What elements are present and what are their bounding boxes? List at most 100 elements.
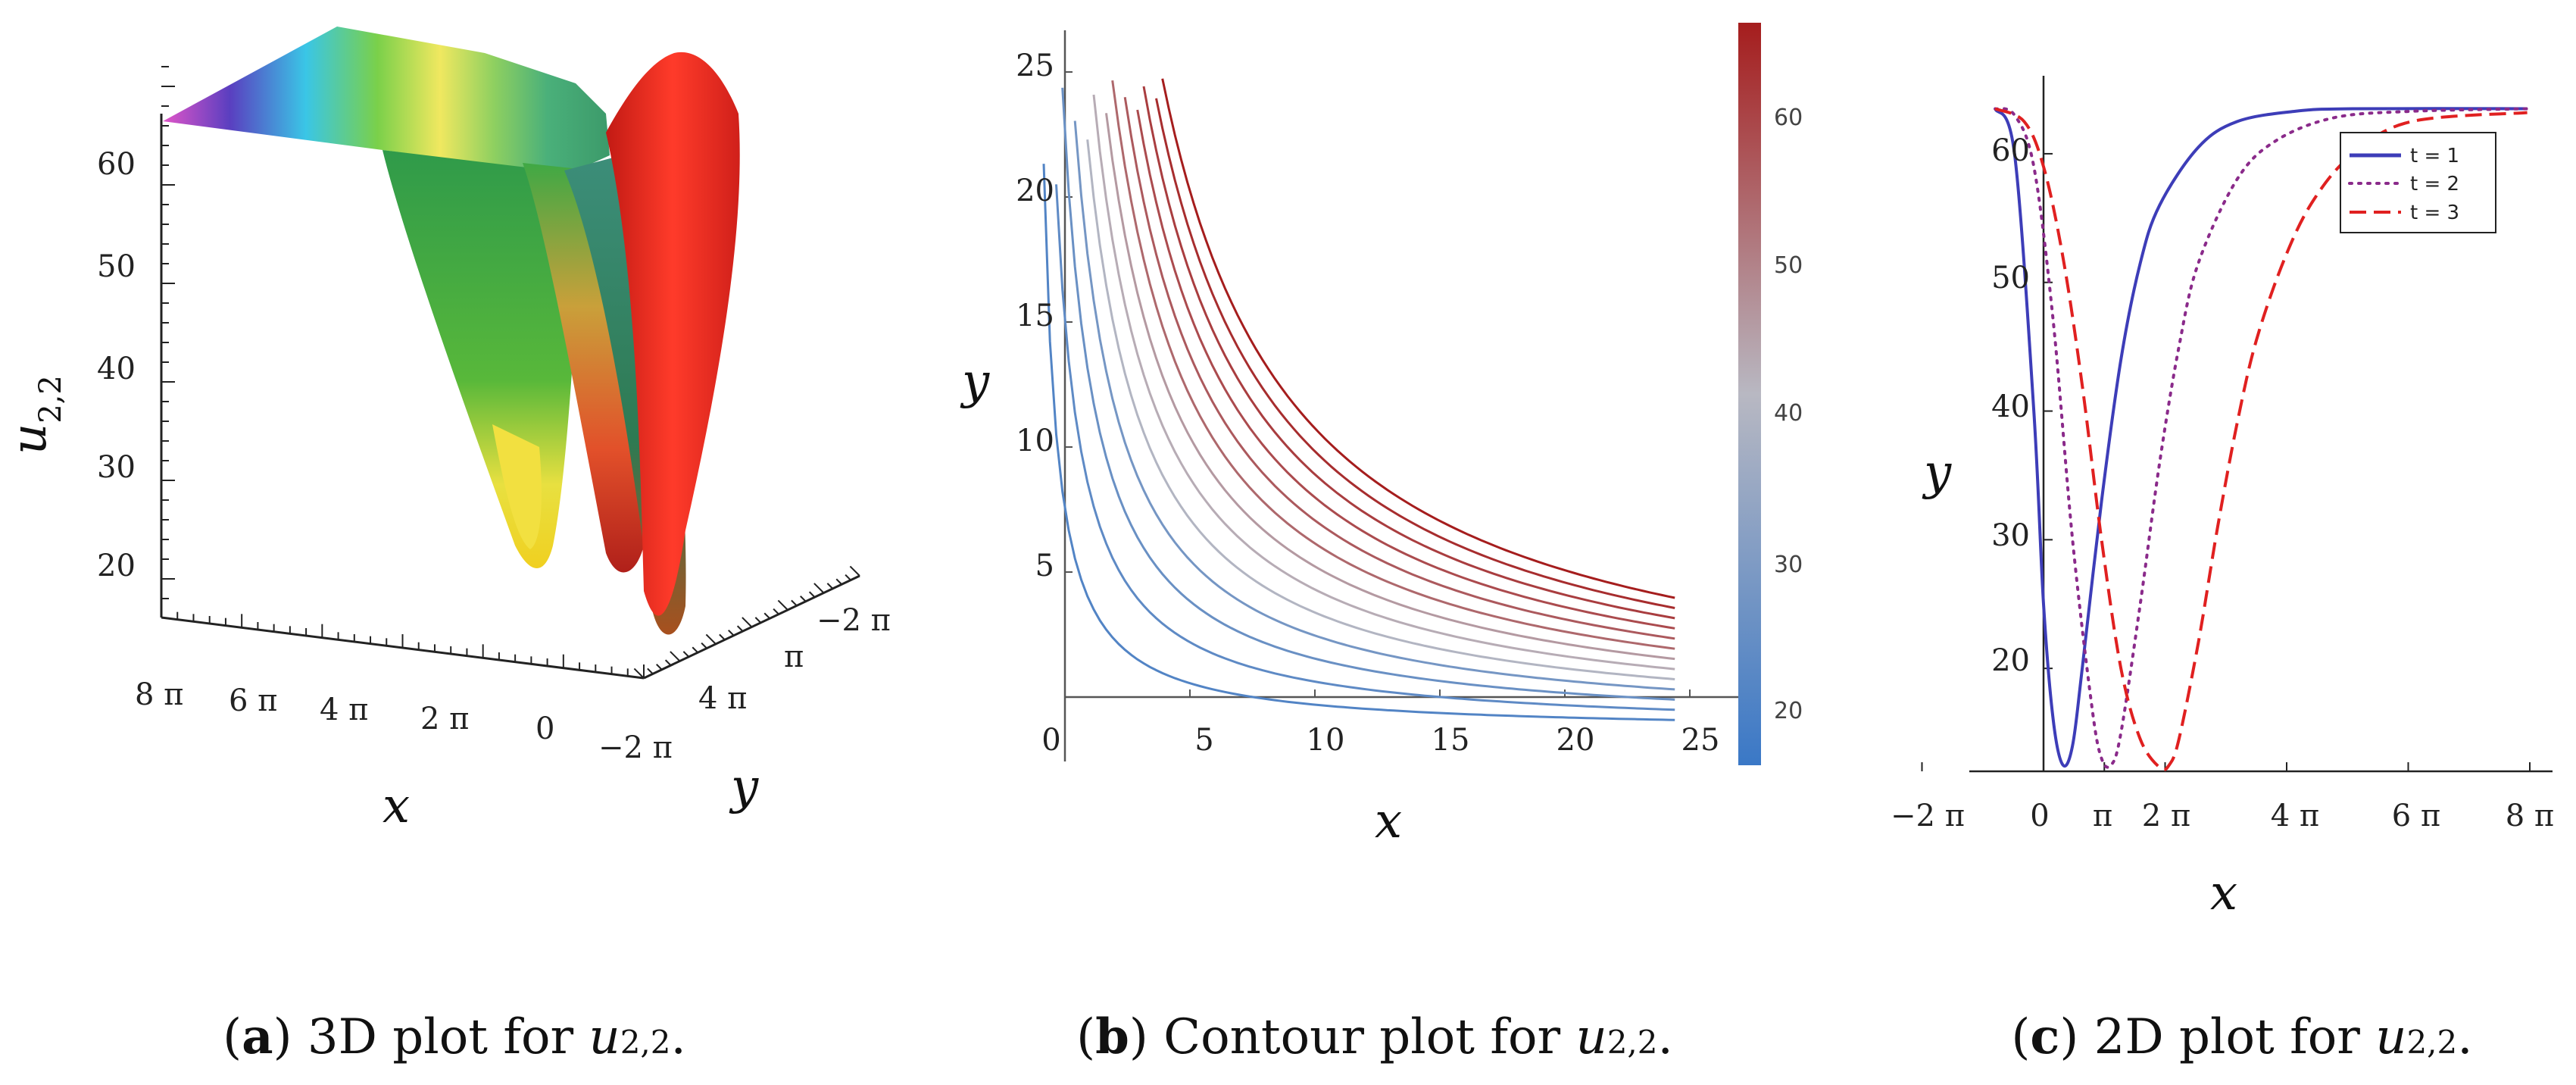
caption-a: (a) 3D plot for u2,2.: [223, 1008, 686, 1065]
series-line-t3: [1994, 107, 2528, 771]
y-tick-labels: −2 π π 4 π: [698, 603, 891, 716]
y-tick-label: 15: [1016, 299, 1054, 333]
contour-line: [1105, 113, 1675, 661]
legend: t = 1 t = 2 t = 3: [2340, 132, 2496, 233]
y-axis-tick: [656, 664, 663, 671]
surface-dip-yellow: [492, 424, 542, 549]
y-axis-tick: [701, 642, 707, 649]
y-axis-tick: [742, 617, 753, 628]
y-axis-tick: [777, 599, 788, 611]
contour-line: [1111, 80, 1675, 650]
x-tick-label: 25: [1681, 723, 1720, 758]
contour-y-axis-label: y: [960, 354, 990, 410]
colorbar-tick-labels: 20 30 40 50 60: [1774, 105, 1803, 724]
y-axis-label: y: [729, 759, 759, 815]
colorbar-tick-label: 50: [1774, 252, 1803, 279]
x-tick-label: 6 π: [2392, 799, 2440, 833]
contour-line: [1055, 184, 1675, 711]
y-axis-tick: [633, 668, 645, 679]
contour-line: [1123, 96, 1675, 640]
contour-x-axis-label: x: [1375, 793, 1402, 849]
x-tick-label: 6 π: [229, 683, 277, 718]
captions: (a) 3D plot for u2,2. (b) Contour plot f…: [223, 1008, 2472, 1065]
line-y-tick-labels: 20 30 40 50 60: [1991, 133, 2030, 678]
x-tick-label: 4 π: [2271, 799, 2319, 833]
colorbar-tick-label: 60: [1774, 105, 1803, 131]
y-axis-tick: [791, 599, 798, 607]
z-tick-label: 30: [97, 450, 136, 485]
legend-label-t2: t = 2: [2410, 173, 2459, 195]
y-axis-tick: [736, 625, 744, 632]
y-tick-label: 20: [1016, 174, 1054, 208]
y-axis-tick: [845, 574, 851, 581]
x-tick-label: 2 π: [2142, 799, 2190, 833]
colorbar: [1738, 23, 1761, 765]
contour-y-tick-labels: 5 10 15 20 25: [1016, 48, 1054, 583]
x-tick-label: π: [2093, 799, 2112, 833]
z-axis-label: u2,2: [2, 375, 68, 455]
y-axis-tick: [754, 617, 762, 624]
line-axis-ticks: [1921, 152, 2531, 771]
surface-top-face: [163, 27, 610, 174]
y-axis-tick: [705, 633, 717, 645]
caption-b: (b) Contour plot for u2,2.: [1076, 1008, 1673, 1065]
caption-c: (c) 2D plot for u2,2.: [2011, 1008, 2472, 1065]
z-tick-label: 40: [97, 352, 136, 386]
x-tick-label: −2 π: [1891, 799, 1965, 833]
y-axis-tick: [682, 651, 690, 658]
contour-line: [1092, 94, 1675, 671]
contour-line: [1042, 164, 1675, 721]
panel-c-2d-plot: −2 π 0 π 2 π 4 π 6 π 8 π 20 30 40 50 60 …: [1891, 76, 2554, 921]
y-tick-label: 10: [1016, 424, 1054, 458]
y-axis-tick: [670, 651, 681, 662]
y-axis-tick: [813, 583, 825, 594]
y-tick-label: 20: [1991, 643, 2030, 678]
colorbar-tick-label: 40: [1774, 400, 1803, 427]
y-tick-label: 50: [1991, 261, 2030, 295]
y-axis-tick: [763, 612, 770, 619]
x-axis-ticks: [161, 604, 645, 678]
panel-b-contour-plot: 0 5 10 15 20 25 5 10 15 20 25 x y 20 30 …: [960, 23, 1803, 849]
colorbar-tick-label: 30: [1774, 552, 1803, 578]
contour-line: [1136, 109, 1675, 630]
contour-line: [1142, 86, 1675, 620]
x-tick-label: 20: [1557, 723, 1595, 758]
y-axis-tick: [800, 596, 807, 602]
surface-wall-red: [606, 52, 740, 616]
z-tick-labels: 60 50 40 30 20: [97, 147, 136, 583]
x-tick-label: 4 π: [320, 693, 368, 727]
contour-line: [1073, 120, 1675, 691]
x-tick-label: 0: [1041, 723, 1060, 758]
y-axis-tick: [835, 578, 842, 585]
x-tick-label: 8 π: [2506, 799, 2554, 833]
y-axis-tick: [728, 630, 735, 636]
y-tick-label: −2 π: [817, 603, 891, 638]
contour-line: [1155, 98, 1675, 609]
colorbar-tick-label: 20: [1774, 698, 1803, 724]
x-tick-label: 10: [1307, 723, 1345, 758]
y-axis-tick: [849, 565, 860, 577]
contour-line: [1061, 87, 1675, 701]
y-axis-tick: [664, 659, 672, 666]
y-axis-ticks: [633, 565, 860, 679]
y-axis-tick: [826, 583, 834, 589]
y-tick-label: 5: [1035, 549, 1054, 583]
y-axis-tick: [773, 608, 779, 615]
x-tick-label: −2 π: [598, 730, 673, 765]
legend-label-t1: t = 1: [2410, 145, 2459, 167]
contour-line: [1161, 78, 1675, 599]
y-tick-label: 4 π: [698, 681, 747, 716]
line-x-axis-label: x: [2210, 865, 2237, 921]
legend-box: [2340, 132, 2496, 233]
x-axis-label: x: [382, 778, 410, 834]
y-tick-label: 25: [1016, 48, 1054, 83]
x-tick-label: 2 π: [420, 702, 469, 736]
z-axis-ticks: [161, 66, 175, 599]
x-tick-label: 5: [1194, 723, 1213, 758]
y-axis-tick: [719, 633, 726, 641]
x-tick-label: 0: [2030, 799, 2049, 833]
contour-lines: [1042, 78, 1675, 721]
z-tick-label: 20: [97, 549, 136, 583]
z-tick-label: 50: [97, 249, 136, 284]
y-tick-label: π: [784, 639, 804, 674]
